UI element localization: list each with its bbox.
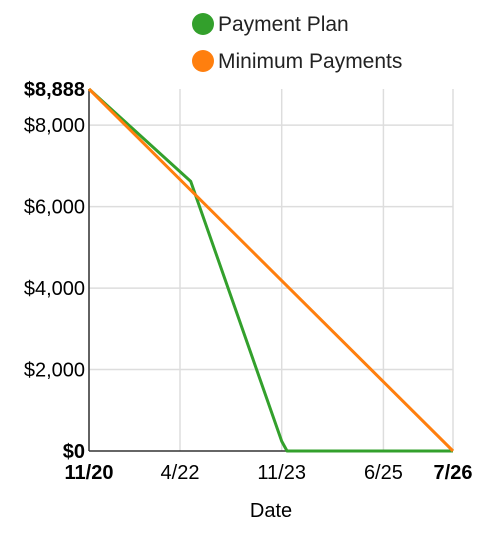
- x-tick-label: 11/23: [257, 462, 306, 484]
- axis-layer: 11/20 4/22 11/23 6/25 7/26 $0 $2,000 $4,000 $6,0…: [24, 79, 473, 484]
- y-tick-label: $0: [63, 441, 85, 463]
- payment-plan-line: [87, 87, 453, 453]
- legend: Payment Plan Minimum Payments: [192, 13, 402, 73]
- minimum-payments-legend-marker: [192, 50, 214, 72]
- payment-plan-legend-marker: [192, 13, 214, 35]
- y-tick-label: $4,000: [24, 278, 85, 300]
- x-tick-label: 6/25: [364, 462, 403, 484]
- x-tick-label: 7/26: [434, 462, 473, 484]
- payment-plan-legend-label: Payment Plan: [218, 13, 349, 36]
- grid-layer: [88, 89, 454, 451]
- x-tick-label: 11/20: [65, 462, 114, 484]
- y-tick-label: $8,888: [24, 79, 85, 101]
- minimum-payments-legend-label: Minimum Payments: [218, 50, 402, 73]
- x-axis-title: Date: [250, 500, 292, 522]
- y-tick-label: $2,000: [24, 360, 85, 382]
- x-tick-label: 4/22: [161, 462, 200, 484]
- minimum-payments-line: [87, 87, 455, 453]
- y-tick-label: $6,000: [24, 197, 85, 219]
- series-layer: [87, 87, 455, 453]
- y-tick-label: $8,000: [24, 115, 85, 137]
